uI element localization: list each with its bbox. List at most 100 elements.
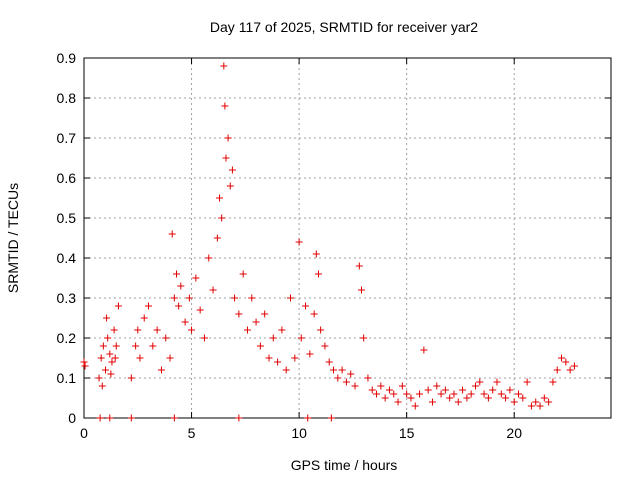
data-point xyxy=(398,382,406,390)
data-point xyxy=(224,134,232,142)
data-point xyxy=(95,374,103,382)
data-point xyxy=(226,182,234,190)
data-point xyxy=(441,386,449,394)
x-axis-title: GPS time / hours xyxy=(291,457,398,473)
y-tick-label: 0.2 xyxy=(57,330,77,346)
data-point xyxy=(493,378,501,386)
data-point xyxy=(221,102,229,110)
data-point xyxy=(297,334,305,342)
data-point xyxy=(261,310,269,318)
data-point xyxy=(145,302,153,310)
data-point xyxy=(177,282,185,290)
data-point xyxy=(558,354,566,362)
data-point xyxy=(80,358,88,366)
data-point xyxy=(209,286,217,294)
data-point xyxy=(321,342,329,350)
data-point xyxy=(523,378,531,386)
data-point xyxy=(314,270,322,278)
data-point xyxy=(302,302,310,310)
data-point xyxy=(411,402,419,410)
data-point xyxy=(220,62,228,70)
data-point xyxy=(99,342,107,350)
data-point xyxy=(213,234,221,242)
data-point xyxy=(231,294,239,302)
data-point xyxy=(390,390,398,398)
data-point xyxy=(153,326,161,334)
y-tick-label: 0.4 xyxy=(57,250,77,266)
data-point xyxy=(196,306,204,314)
data-point xyxy=(385,386,393,394)
data-point xyxy=(192,274,200,282)
data-point xyxy=(306,350,314,358)
data-point xyxy=(98,382,106,390)
data-point xyxy=(368,386,376,394)
data-point xyxy=(403,390,411,398)
data-point xyxy=(570,362,578,370)
data-point xyxy=(377,382,385,390)
data-point xyxy=(317,326,325,334)
data-point xyxy=(394,398,402,406)
data-point xyxy=(172,270,180,278)
data-point xyxy=(228,166,236,174)
x-tick-label: 0 xyxy=(80,425,88,441)
data-point xyxy=(310,310,318,318)
data-point xyxy=(239,270,247,278)
data-point xyxy=(364,374,372,382)
data-point xyxy=(338,366,346,374)
y-tick-label: 0.7 xyxy=(57,130,77,146)
data-point xyxy=(134,326,142,334)
data-point xyxy=(274,358,282,366)
data-point xyxy=(450,390,458,398)
data-point xyxy=(433,382,441,390)
data-point xyxy=(168,230,176,238)
data-point xyxy=(162,334,170,342)
data-point xyxy=(312,250,320,258)
data-point xyxy=(175,302,183,310)
data-point xyxy=(325,358,333,366)
data-point xyxy=(420,346,428,354)
y-tick-label: 0.1 xyxy=(57,370,77,386)
data-point xyxy=(269,334,277,342)
data-point xyxy=(360,334,368,342)
data-point xyxy=(476,378,484,386)
data-point xyxy=(107,370,115,378)
data-point xyxy=(235,414,243,422)
data-point xyxy=(459,386,467,394)
data-point xyxy=(97,354,105,362)
data-point xyxy=(536,402,544,410)
data-point xyxy=(304,414,312,422)
data-point xyxy=(355,262,363,270)
y-tick-label: 0.9 xyxy=(57,50,77,66)
y-tick-label: 0 xyxy=(68,410,76,426)
data-points xyxy=(80,62,578,422)
data-point xyxy=(446,394,454,402)
data-point xyxy=(527,402,535,410)
data-point xyxy=(265,354,273,362)
y-tick-label: 0.8 xyxy=(57,90,77,106)
data-point xyxy=(506,386,514,394)
data-point xyxy=(108,358,116,366)
data-point xyxy=(278,326,286,334)
x-tick-label: 5 xyxy=(188,425,196,441)
data-point xyxy=(510,398,518,406)
data-point xyxy=(545,398,553,406)
y-tick-label: 0.5 xyxy=(57,210,77,226)
data-point xyxy=(480,390,488,398)
data-point xyxy=(428,398,436,406)
data-point xyxy=(104,334,112,342)
data-point xyxy=(502,394,510,402)
data-point xyxy=(243,326,251,334)
data-point xyxy=(205,254,213,262)
data-point xyxy=(132,342,140,350)
x-tick-label: 10 xyxy=(291,425,307,441)
data-point xyxy=(96,414,104,422)
data-point xyxy=(454,398,462,406)
data-point xyxy=(140,314,148,322)
data-point xyxy=(103,314,111,322)
data-point xyxy=(170,414,178,422)
data-point xyxy=(248,294,256,302)
data-point xyxy=(170,294,178,302)
data-point xyxy=(81,362,89,370)
data-point xyxy=(416,390,424,398)
